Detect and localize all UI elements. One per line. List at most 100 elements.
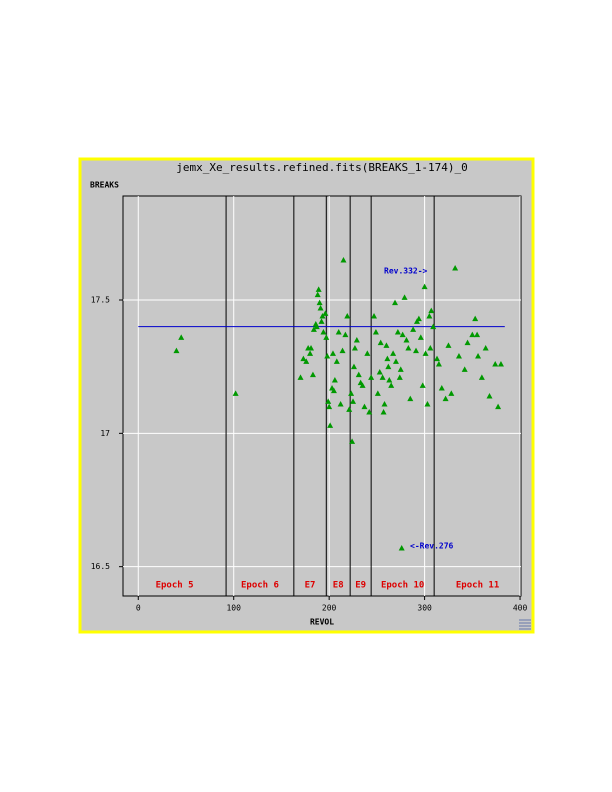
point <box>435 361 442 367</box>
point <box>300 355 307 362</box>
point <box>394 329 401 335</box>
annotation: <-Rev.276 <box>410 542 454 551</box>
x-tick-label: 300 <box>417 604 432 613</box>
point <box>383 342 390 348</box>
point <box>403 337 410 343</box>
point <box>392 358 399 364</box>
point <box>452 265 459 271</box>
point <box>385 363 392 370</box>
point <box>427 345 434 351</box>
point <box>351 345 358 351</box>
epoch-label: Epoch 10 <box>381 581 424 591</box>
point <box>331 377 338 383</box>
chart-title: jemx_Xe_results.refined.fits(BREAKS_1-17… <box>176 161 467 174</box>
x-tick-label: 0 <box>136 604 141 613</box>
point <box>350 398 357 404</box>
point <box>325 398 332 404</box>
point <box>346 406 353 412</box>
annotation: Rev.332-> <box>384 267 428 276</box>
point <box>407 395 414 402</box>
epoch-label: Epoch 5 <box>156 581 194 591</box>
epoch-label: Epoch 6 <box>241 581 279 591</box>
point <box>324 353 331 359</box>
point <box>405 345 412 351</box>
point <box>303 358 310 364</box>
point <box>398 545 405 551</box>
point <box>461 366 468 372</box>
point <box>315 286 322 292</box>
point <box>397 366 404 372</box>
point <box>349 438 356 444</box>
y-tick-label: 16.5 <box>91 562 110 571</box>
point <box>368 374 375 380</box>
epoch-label: E9 <box>355 581 366 591</box>
point <box>361 403 368 410</box>
point <box>339 347 346 354</box>
point <box>495 403 502 410</box>
x-axis-label: REVOL <box>310 618 334 627</box>
point <box>430 323 437 330</box>
point <box>318 318 325 324</box>
point <box>386 377 393 383</box>
point <box>322 310 329 316</box>
epoch-label: Epoch 11 <box>456 581 499 591</box>
point <box>469 331 476 338</box>
point <box>415 315 422 322</box>
point <box>335 329 342 335</box>
point <box>355 371 362 378</box>
point <box>438 385 445 391</box>
point <box>474 331 481 338</box>
point <box>377 339 384 346</box>
point <box>317 305 324 311</box>
point <box>307 350 314 356</box>
point <box>492 361 499 367</box>
epoch-label: E8 <box>333 581 344 591</box>
point <box>413 347 420 354</box>
corner-icon <box>519 619 531 630</box>
point <box>486 393 493 399</box>
point <box>376 369 383 375</box>
point <box>419 382 426 388</box>
point <box>329 350 336 356</box>
plot-area <box>122 195 522 597</box>
point <box>424 401 431 407</box>
point <box>472 315 479 322</box>
point <box>309 371 316 378</box>
point <box>392 299 399 306</box>
point <box>390 350 397 356</box>
point <box>359 382 366 388</box>
point <box>372 329 379 335</box>
point <box>497 361 504 367</box>
point <box>320 329 327 335</box>
point <box>173 347 180 354</box>
point <box>178 334 185 340</box>
point <box>326 403 333 410</box>
point <box>353 337 360 343</box>
point <box>333 358 340 364</box>
point <box>410 326 417 332</box>
point <box>313 323 320 330</box>
point <box>340 257 347 263</box>
point <box>364 350 371 356</box>
point <box>478 374 485 380</box>
y-tick-label: 17.5 <box>91 296 110 305</box>
point <box>371 313 378 319</box>
point <box>314 291 321 298</box>
x-tick-label: 200 <box>322 604 337 613</box>
point <box>464 339 471 346</box>
x-tick-label: 400 <box>513 604 528 613</box>
point <box>421 283 428 290</box>
point <box>344 313 351 319</box>
point <box>323 334 330 340</box>
point <box>350 363 357 370</box>
point <box>417 334 424 340</box>
point <box>380 409 387 415</box>
point <box>442 395 449 402</box>
point <box>308 345 315 351</box>
point <box>384 355 391 362</box>
epoch-label: E7 <box>305 581 316 591</box>
point <box>455 353 462 359</box>
point <box>396 374 403 380</box>
point <box>232 390 239 396</box>
